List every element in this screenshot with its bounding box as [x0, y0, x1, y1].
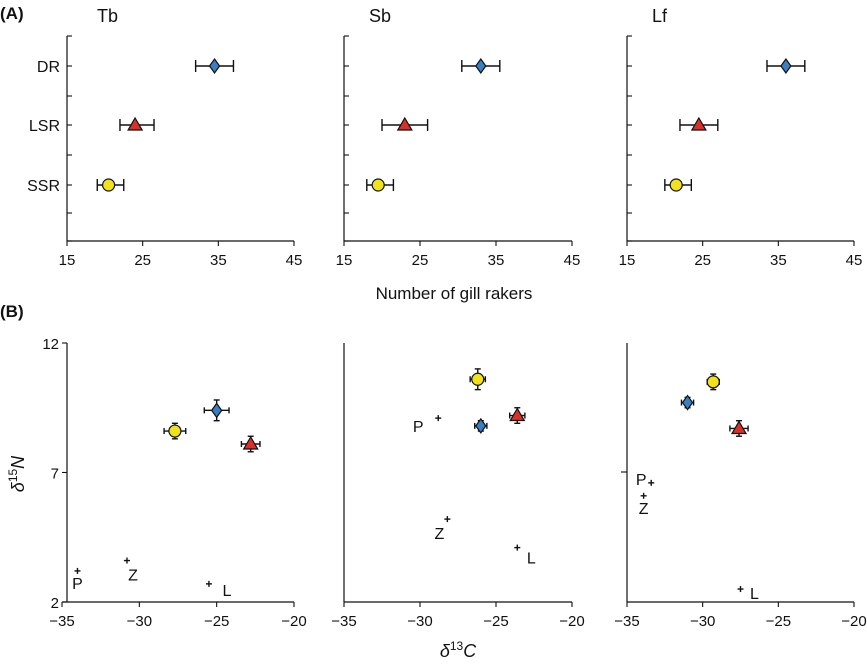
label-element: C [463, 641, 477, 661]
source-z: Z [639, 492, 649, 518]
x-tick-label: −35 [49, 613, 74, 630]
point-circle [471, 372, 485, 386]
y-axis-label: δ15N [6, 455, 28, 492]
source-p: P [413, 415, 442, 436]
chart-panel-b-2: −35 −30 −25 −20 δ13C P Z L [331, 343, 585, 661]
label-delta: δ [8, 481, 28, 492]
point-lsr [690, 116, 707, 131]
x-tick-label: −25 [204, 613, 229, 630]
x-tick-label: 25 [412, 252, 429, 269]
point-circle [168, 424, 182, 438]
source-label-z: Z [434, 526, 444, 543]
source-z: Z [123, 557, 138, 585]
x-tick-label: −35 [331, 613, 356, 630]
x-tick-label: 25 [134, 252, 151, 269]
x-tick-label: −25 [483, 613, 508, 630]
y-tick-label: 7 [51, 466, 59, 483]
chart-title: Lf [652, 6, 668, 26]
x-tick-label: 35 [210, 252, 227, 269]
point-diamond [210, 402, 223, 419]
source-label-p: P [72, 576, 83, 593]
source-label-z: Z [128, 568, 138, 585]
x-tick-label: 45 [564, 252, 581, 269]
chart-panel-b-1: 2 7 12 −35 −30 −25 −20 δ15N P Z L [6, 336, 307, 630]
x-tick-label: 15 [59, 252, 76, 269]
x-tick-label: −20 [559, 613, 584, 630]
point-ssr [102, 178, 116, 192]
y-tick-label-lsr: LSR [29, 118, 60, 135]
source-label-p: P [636, 472, 647, 489]
chart-title: Tb [97, 6, 118, 26]
point-triangle [242, 435, 259, 450]
x-tick-label: 45 [846, 252, 863, 269]
x-tick-label: 15 [619, 252, 636, 269]
x-tick-label: 25 [694, 252, 711, 269]
source-p: P [636, 472, 655, 489]
label-delta: δ [440, 641, 451, 661]
source-label-l: L [527, 551, 536, 568]
x-axis-label: δ13C [440, 639, 477, 661]
x-axis-label: Number of gill rakers [376, 284, 533, 303]
point-dr [208, 57, 221, 75]
x-tick-label: −30 [127, 613, 152, 630]
source-label-p: P [413, 419, 424, 436]
source-label-z: Z [639, 501, 649, 518]
panel-label-b: (B) [0, 302, 24, 321]
source-l: L [514, 544, 536, 568]
point-dr [475, 57, 487, 75]
chart-panel-a-2: Sb 15 25 35 45 Number of gill rakers [336, 6, 581, 303]
x-tick-label: −20 [281, 613, 306, 630]
point-lsr [396, 116, 413, 131]
source-label-l: L [750, 586, 759, 603]
y-tick-label: 2 [51, 595, 59, 612]
point-diamond [681, 394, 694, 411]
point-triangle [730, 420, 748, 435]
source-z: Z [434, 516, 451, 543]
point-lsr [127, 116, 144, 131]
x-tick-label: 45 [286, 252, 303, 269]
x-tick-label: −30 [690, 613, 715, 630]
source-l: L [205, 580, 231, 600]
chart-panel-a-1: Tb 15 25 35 45 DR LSR SSR [27, 6, 302, 269]
x-tick-label: −30 [407, 613, 432, 630]
chart-panel-a-3: Lf 15 25 35 45 [619, 6, 863, 269]
point-dr [780, 57, 792, 75]
x-tick-label: 15 [336, 252, 353, 269]
chart-panel-b-3: −35 −30 −25 −20 PZ L [614, 343, 867, 630]
point-diamond [475, 417, 487, 434]
x-tick-label: −35 [614, 613, 639, 630]
label-isotope: 13 [450, 639, 464, 653]
y-tick-label-dr: DR [37, 59, 60, 76]
point-circle [706, 375, 720, 389]
source-label-l: L [222, 583, 231, 600]
source-p: P [72, 567, 83, 593]
y-tick-label: 12 [42, 336, 59, 353]
panel-label-a: (A) [0, 4, 24, 23]
point-ssr [669, 178, 683, 192]
plots: Tb 15 25 35 45 DR LSR SSR Sb 15 25 35 45 Number of gi… [6, 6, 867, 661]
point-triangle [509, 407, 526, 422]
chart-title: Sb [369, 6, 391, 26]
x-tick-label: −20 [841, 613, 866, 630]
x-tick-label: 35 [770, 252, 787, 269]
source-l: L [737, 586, 759, 603]
label-element: N [8, 455, 28, 469]
y-tick-label-ssr: SSR [27, 178, 60, 195]
point-ssr [371, 178, 385, 192]
x-tick-label: −25 [766, 613, 791, 630]
label-isotope: 15 [6, 468, 20, 482]
x-tick-label: 35 [488, 252, 505, 269]
